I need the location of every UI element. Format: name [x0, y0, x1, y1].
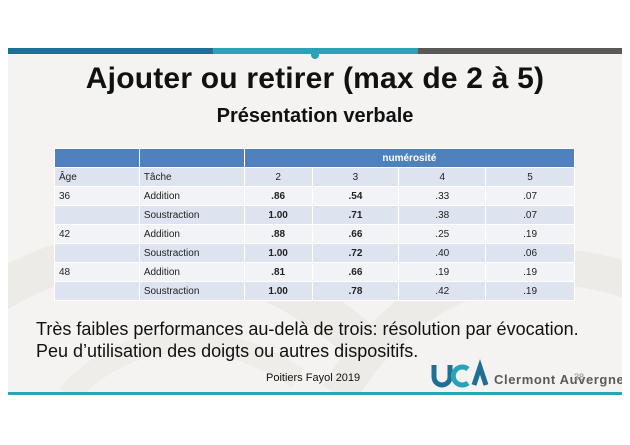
cell-age: 48	[54, 262, 140, 282]
table-group-header-row: numérosité	[54, 148, 576, 168]
cell-value: .40	[398, 243, 487, 263]
uca-logo-icon	[431, 359, 489, 388]
cell-age: 42	[54, 224, 140, 244]
cell-task: Soustraction	[138, 243, 245, 263]
slide: Ajouter ou retirer (max de 2 à 5) Présen…	[8, 48, 622, 395]
cell-value: .72	[311, 243, 400, 263]
cell-value: .42	[398, 281, 487, 301]
cell-value: 1.00	[243, 205, 313, 225]
col-header-3: 3	[311, 167, 400, 187]
cell-value: .06	[485, 243, 575, 263]
cell-value: .86	[243, 186, 313, 206]
col-header-4: 4	[398, 167, 487, 187]
col-header-5: 5	[485, 167, 575, 187]
cell-age: 36	[54, 186, 140, 206]
cell-value: .66	[311, 224, 400, 244]
cell-value: .33	[398, 186, 487, 206]
cell-task: Addition	[138, 262, 245, 282]
cell-value: .54	[311, 186, 400, 206]
table-row: 48 Addition .81 .66 .19 .19	[54, 262, 575, 282]
cell-task: Addition	[138, 224, 245, 244]
slide-body-text: Très faibles performances au-delà de tro…	[36, 319, 579, 361]
slide-subtitle: Présentation verbale	[216, 105, 414, 127]
accent-dot	[311, 51, 319, 59]
group-header-numerosite: numérosité	[243, 148, 576, 168]
cell-value: 1.00	[243, 281, 313, 301]
cell-task: Addition	[138, 186, 245, 206]
logo-text: Clermont Auvergne	[494, 372, 622, 387]
cell-value: .07	[485, 205, 575, 225]
bottom-accent-bar	[8, 392, 622, 395]
cell-value: .81	[243, 262, 313, 282]
page-number: 38	[574, 372, 585, 382]
cell-value: .78	[311, 281, 400, 301]
cell-value: .25	[398, 224, 487, 244]
cell-value: 1.00	[243, 243, 313, 263]
cell-value: .07	[485, 186, 575, 206]
cell-age	[54, 205, 140, 225]
cell-value: .71	[311, 205, 400, 225]
cell-value: .19	[398, 262, 487, 282]
table-row: 36 Addition .86 .54 .33 .07	[54, 186, 575, 206]
cell-value: .19	[485, 262, 575, 282]
cell-value: .88	[243, 224, 313, 244]
col-header-2: 2	[243, 167, 313, 187]
table-row: 42 Addition .88 .66 .25 .19	[54, 224, 575, 244]
table-column-header-row: Âge Tâche 2 3 4 5	[54, 167, 575, 187]
results-table: numérosité Âge Tâche 2 3 4 5 36 Addition…	[54, 148, 576, 301]
slide-title: Ajouter ou retirer (max de 2 à 5)	[85, 62, 545, 95]
cell-value: .19	[485, 224, 575, 244]
col-header-age: Âge	[54, 167, 140, 187]
cell-value: .66	[311, 262, 400, 282]
cell-age	[54, 281, 140, 301]
col-header-task: Tâche	[138, 167, 245, 187]
cell-age	[54, 243, 140, 263]
cell-value: .38	[398, 205, 487, 225]
footer-credit: Poitiers Fayol 2019	[266, 372, 361, 384]
cell-task: Soustraction	[138, 205, 245, 225]
table-row: Soustraction 1.00 .72 .40 .06	[54, 243, 575, 263]
uca-logo: Clermont Auvergne	[430, 359, 622, 389]
table-row: Soustraction 1.00 .71 .38 .07	[54, 205, 575, 225]
cell-value: .19	[485, 281, 575, 301]
cell-task: Soustraction	[138, 281, 245, 301]
table-row: Soustraction 1.00 .78 .42 .19	[54, 281, 575, 301]
